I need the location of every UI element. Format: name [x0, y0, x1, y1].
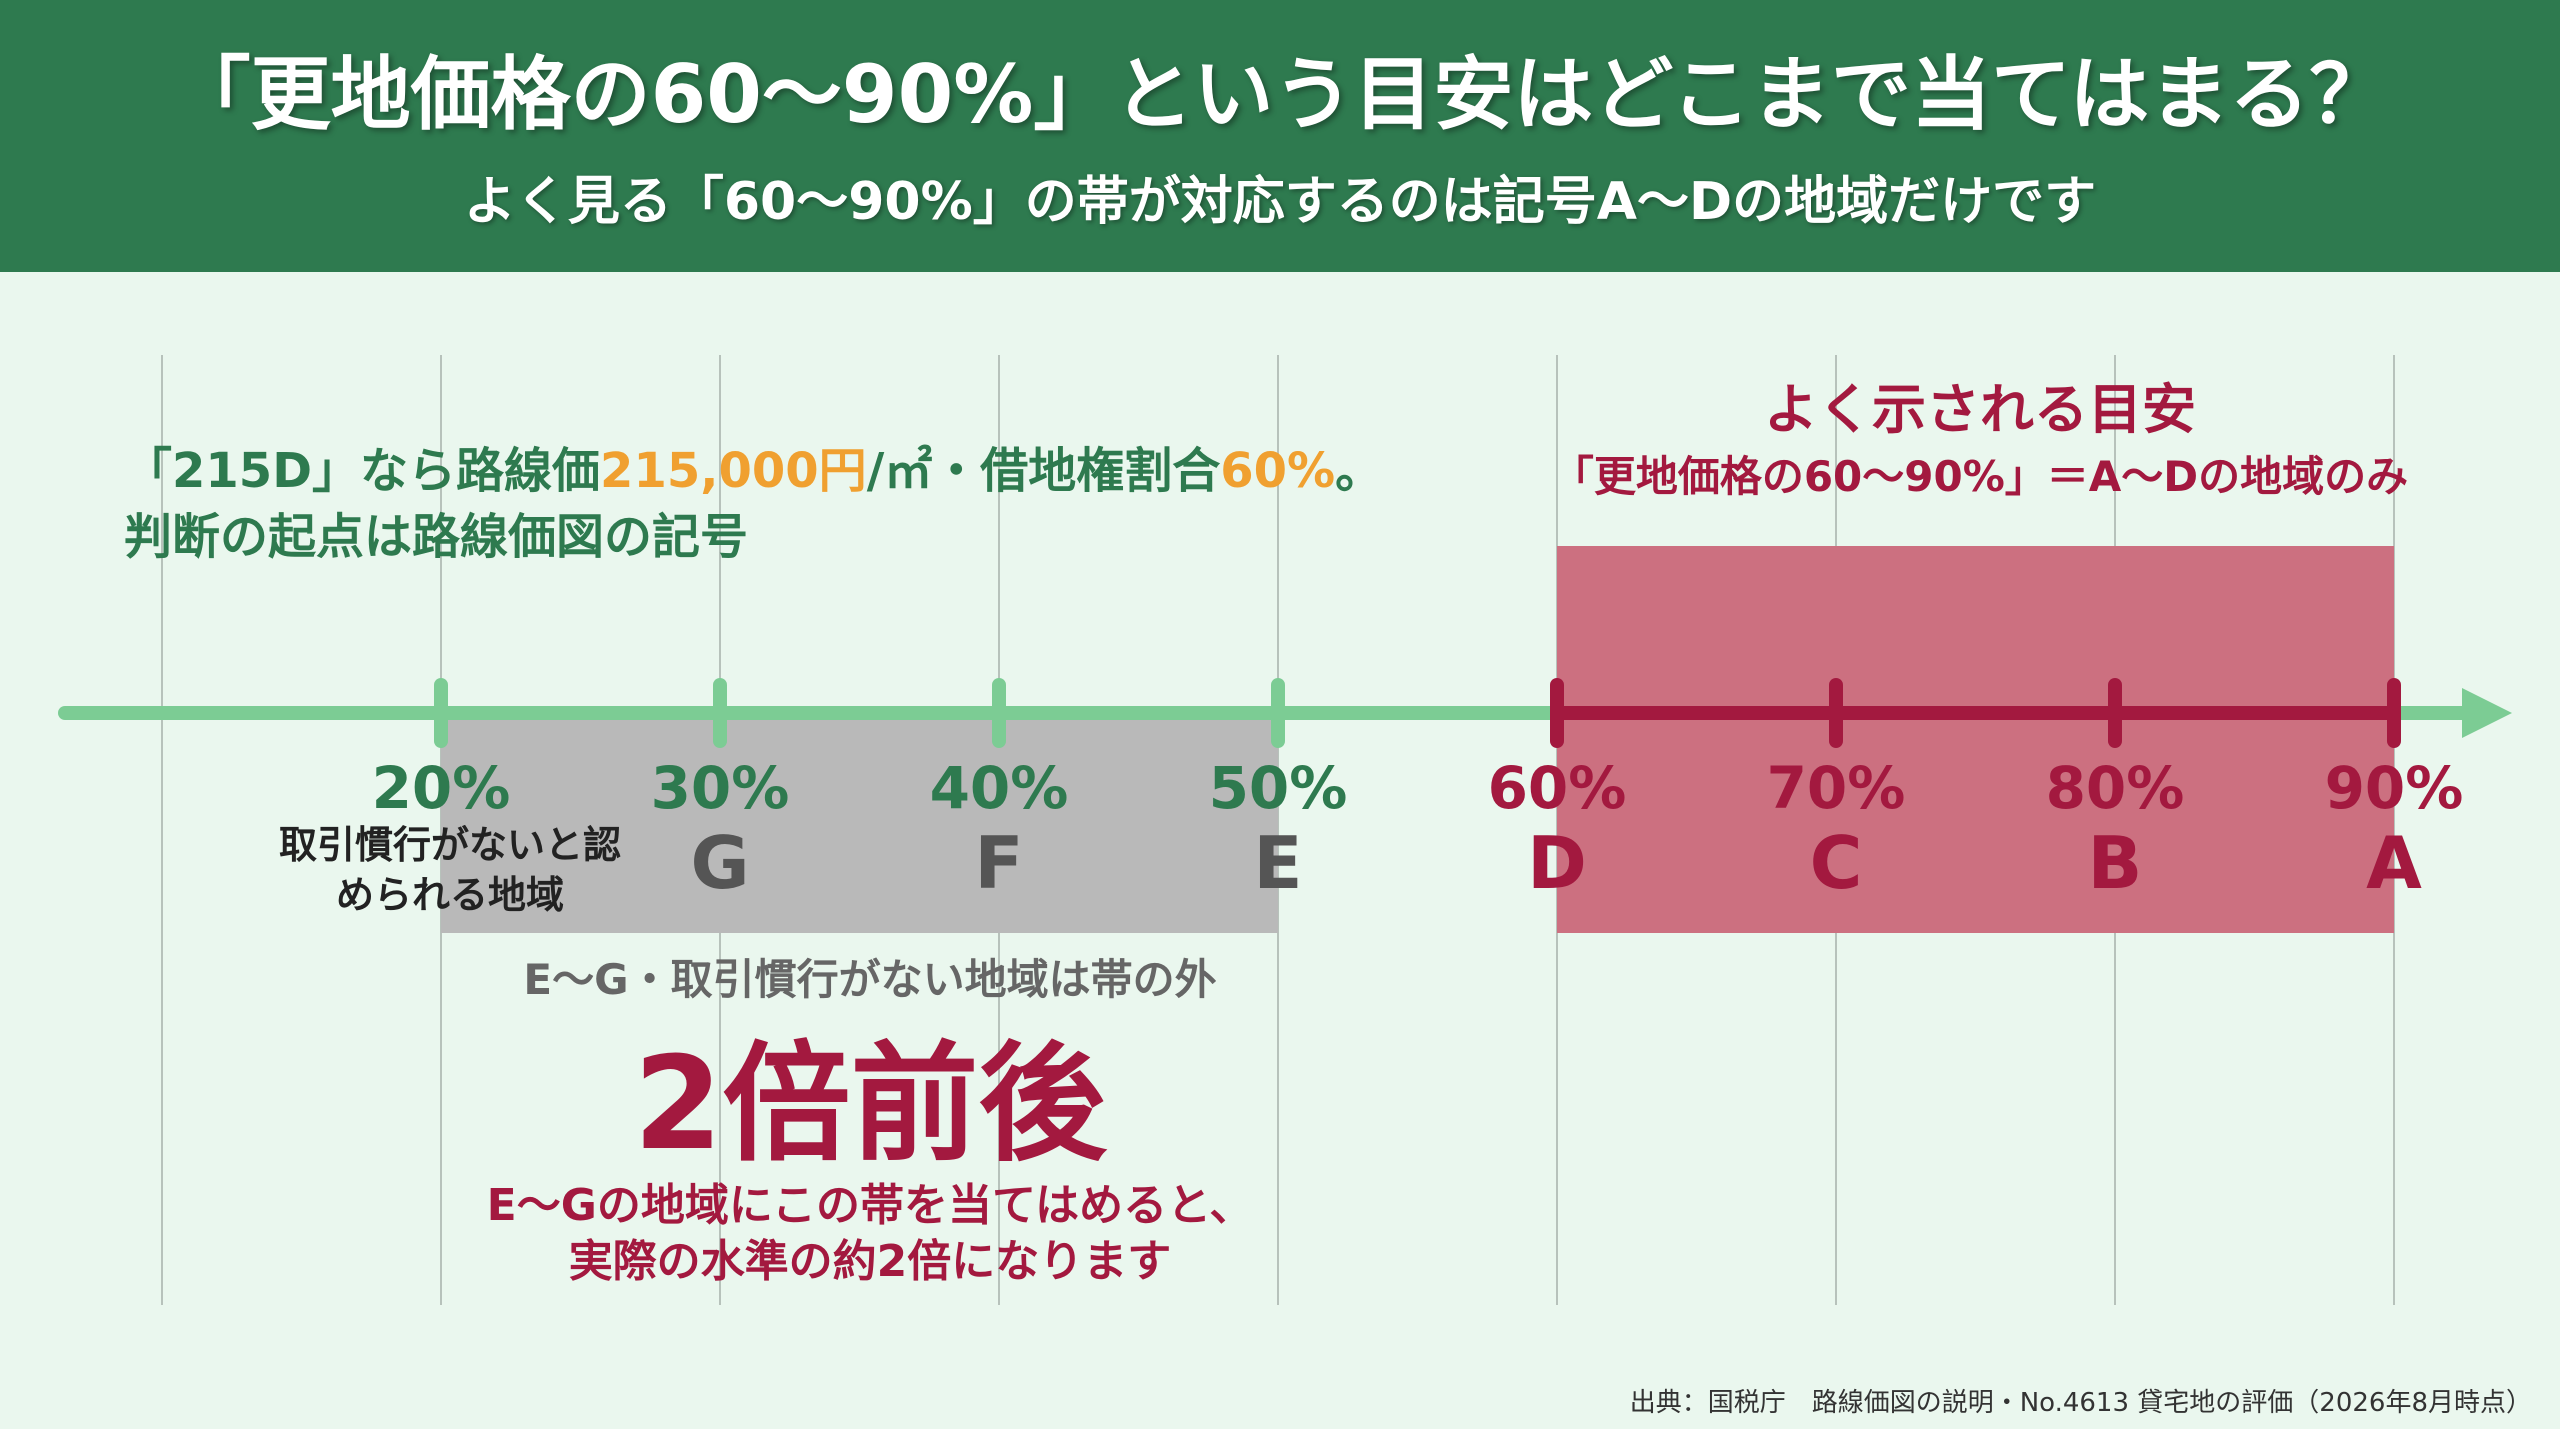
- subtitle: よく見る「60〜90%」の帯が対応するのは記号A〜Dの地域だけです: [463, 172, 2097, 232]
- band-note: よく示される目安 「更地価格の60〜90%」＝A〜Dの地域のみ: [1440, 374, 2520, 508]
- no-custom-area-label: 取引慣行がないと認められる地域: [278, 823, 621, 917]
- main-title: 「更地価格の60〜90%」という目安はどこまで当てはまる？: [170, 48, 2390, 141]
- overestimate-explanation: E〜Gの地域にこの帯を当てはめると、 実際の水準の約2倍になります: [400, 1178, 1340, 1290]
- tick-symbol-label: E: [1253, 821, 1302, 905]
- gray-band-e-to-g: [441, 713, 1278, 933]
- double-estimate-label: 2倍前後: [633, 1030, 1107, 1179]
- tick-symbol-label: B: [2088, 821, 2143, 905]
- axis-arrowhead: [2462, 688, 2512, 738]
- example-note-ratio: 60%: [1220, 443, 1336, 499]
- example-note-text3: 。: [1335, 443, 1384, 499]
- tick-symbol-label: F: [974, 821, 1023, 905]
- tick-percent-label: 80%: [2046, 754, 2185, 822]
- tick-symbol-label: C: [1810, 821, 1863, 905]
- tick-symbol-label: A: [2366, 821, 2422, 905]
- band-note-title: よく示される目安: [1764, 378, 2196, 441]
- example-note-text2: /㎡・借地権割合: [866, 443, 1221, 499]
- tick-percent-label: 30%: [651, 754, 790, 822]
- band-note-subtitle: 「更地価格の60〜90%」＝A〜Dの地域のみ: [1551, 452, 2409, 501]
- tick-percent-label: 40%: [930, 754, 1069, 822]
- red-band-a-to-d: [1557, 546, 2394, 933]
- tick-percent-label: 20%: [372, 754, 511, 822]
- tick-symbol-label: D: [1527, 821, 1587, 905]
- example-note-price: 215,000円: [600, 443, 867, 499]
- axis-ticks: [434, 678, 2401, 748]
- explanation-line2: 実際の水準の約2倍になります: [568, 1236, 1172, 1287]
- example-note-line1: 「215D」なら路線価215,000円/㎡・借地権割合60%。: [124, 438, 1383, 504]
- axis-labels: 20% 30%G 40%F 50%E 60%D 70%C 80%B 90%A: [372, 754, 2464, 905]
- tick-symbol-label: G: [690, 821, 749, 905]
- axis-line-group: [58, 688, 2512, 738]
- tick-percent-label: 70%: [1767, 754, 1906, 822]
- example-note: 「215D」なら路線価215,000円/㎡・借地権割合60%。 判断の起点は路線…: [124, 438, 1383, 570]
- tick-percent-label: 50%: [1209, 754, 1348, 822]
- header-banner: 「更地価格の60〜90%」という目安はどこまで当てはまる？ よく見る「60〜90…: [0, 0, 2560, 272]
- explanation-line1: E〜Gの地域にこの帯を当てはめると、: [486, 1180, 1254, 1231]
- source-citation: 出典：国税庁 路線価図の説明・No.4613 貸宅地の評価（2026年8月時点）: [1629, 1388, 2532, 1418]
- tick-percent-label: 60%: [1488, 754, 1627, 822]
- tick-percent-label: 90%: [2325, 754, 2464, 822]
- outside-band-note: E〜G・取引慣行がない地域は帯の外: [523, 955, 1217, 1004]
- example-note-line2: 判断の起点は路線価図の記号: [124, 509, 749, 565]
- example-note-text1: 「215D」なら路線価: [124, 443, 601, 499]
